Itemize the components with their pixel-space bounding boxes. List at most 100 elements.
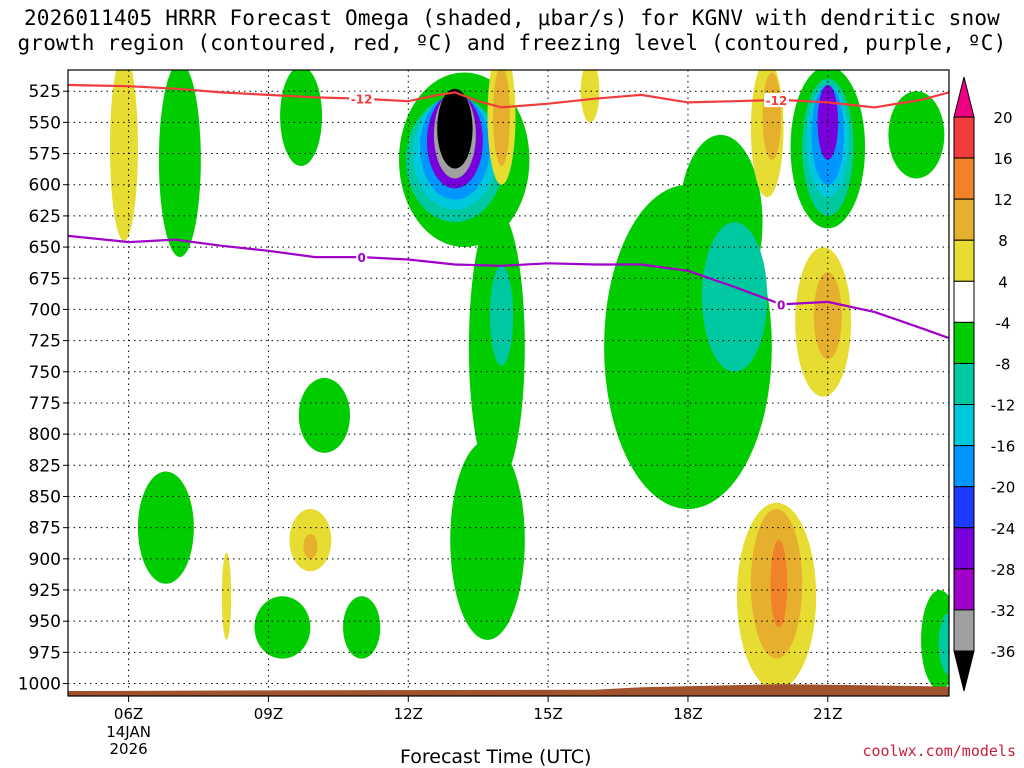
- chart-title-line-2: growth region (contoured, red, ºC) and f…: [17, 31, 1007, 55]
- y-tick-label-550: 550: [29, 113, 61, 133]
- colorbar-swatch-11: [953, 527, 975, 570]
- colorbar-swatch-4: [953, 239, 975, 282]
- y-tick-label-600: 600: [29, 176, 61, 196]
- omega-region-34: [254, 596, 311, 659]
- y-tick-label-525: 525: [29, 82, 61, 102]
- x-tick-label-09Z: 09Z: [254, 705, 283, 723]
- y-tick-label-675: 675: [29, 269, 61, 289]
- omega-region-14: [489, 265, 514, 366]
- colorbar-label-12: -32: [991, 602, 1016, 620]
- temperature-contours: -12 -12 0 0: [68, 83, 949, 340]
- y-tick-label-950: 950: [29, 612, 61, 632]
- omega-region-18: [701, 222, 768, 372]
- y-tick-label-750: 750: [29, 363, 61, 383]
- grid-lines: [68, 70, 949, 696]
- omega-region-15: [450, 440, 525, 640]
- dendritic-contour-label-0: -12: [351, 93, 373, 107]
- colorbar-swatch-7: [953, 362, 975, 406]
- y-tick-label-625: 625: [29, 207, 61, 227]
- freezing-contour-label-bg-1: [775, 297, 787, 312]
- colorbar-label-4: 4: [998, 273, 1008, 291]
- omega-region-32: [303, 533, 318, 559]
- terrain-band: [68, 684, 949, 696]
- plot-frame: [67, 69, 950, 697]
- dendritic-contour-label-bg-0: [349, 91, 375, 106]
- x-tick-label-15Z: 15Z: [533, 705, 562, 723]
- colorbar-label-9: -20: [991, 479, 1016, 497]
- y-axis: 525 550 575 600 625 650 675 700 725 750 775 800 825 8…: [18, 82, 68, 695]
- chart-title-line-1: 2026011405 HRRR Forecast Omega (shaded, …: [23, 6, 1001, 30]
- colorbar-swatch-12: [953, 568, 975, 611]
- colorbar-swatch-6: [953, 321, 975, 364]
- y-tick-label-825: 825: [29, 456, 61, 476]
- dendritic-contour-label-bg-1: [764, 93, 790, 108]
- x-tick-label-06Z: 06Z: [114, 705, 143, 723]
- omega-region-30: [137, 471, 194, 584]
- colorbar-swatch-1: [953, 116, 975, 159]
- colorbar-swatch-3: [953, 198, 975, 241]
- y-tick-label-575: 575: [29, 145, 61, 165]
- y-tick-label-875: 875: [29, 519, 61, 539]
- colorbar-label-6: -8: [996, 355, 1011, 373]
- omega-region-38: [770, 540, 788, 628]
- omega-region-9: [437, 88, 473, 169]
- colorbar-swatch-5: [953, 280, 975, 323]
- dendritic-contour-line: [68, 83, 949, 109]
- freezing-contour-line: [68, 234, 949, 340]
- colorbar-label-10: -24: [991, 520, 1016, 538]
- x-axis-title: Forecast Time (UTC): [400, 746, 592, 768]
- colorbar-label-0: 20: [993, 109, 1012, 127]
- y-tick-label-775: 775: [29, 394, 61, 414]
- terrain-fill: [68, 684, 949, 696]
- x-tick-label-18Z: 18Z: [673, 705, 702, 723]
- freezing-contour-label-1: 0: [777, 298, 785, 312]
- colorbar-label-7: -12: [991, 397, 1016, 415]
- colorbar-label-13: -36: [991, 643, 1016, 661]
- credit-text: coolwx.com/models: [862, 742, 1016, 760]
- colorbar-label-5: -4: [996, 314, 1011, 332]
- freezing-contour-label-bg-0: [356, 250, 368, 265]
- y-tick-label-650: 650: [29, 238, 61, 258]
- y-tick-label-725: 725: [29, 332, 61, 352]
- colorbar-swatch-10: [953, 486, 975, 529]
- colorbar-swatch-8: [953, 404, 975, 447]
- colorbar-bottom-triangle: [953, 650, 975, 692]
- omega-region-40: [938, 612, 949, 675]
- colorbar-swatch-9: [953, 445, 975, 488]
- y-tick-label-1000: 1000: [18, 675, 61, 695]
- y-tick-label-800: 800: [29, 425, 61, 445]
- omega-region-2: [280, 70, 323, 167]
- freezing-contour-label-0: 0: [357, 251, 365, 265]
- dendritic-contour-label-1: -12: [766, 94, 788, 108]
- colorbar-label-3: 8: [998, 232, 1008, 250]
- y-tick-label-850: 850: [29, 487, 61, 507]
- colorbar-top-triangle: [953, 76, 975, 118]
- omega-region-28: [813, 272, 842, 360]
- colorbar-label-11: -28: [991, 561, 1016, 579]
- omega-region-11: [493, 70, 510, 167]
- y-tick-label-700: 700: [29, 300, 61, 320]
- colorbar-swatch-13: [953, 609, 975, 652]
- omega-region-12: [580, 70, 600, 123]
- omega-shading: [109, 70, 949, 690]
- y-tick-label-925: 925: [29, 581, 61, 601]
- x-tick-label-12Z: 12Z: [394, 705, 423, 723]
- y-tick-label-975: 975: [29, 643, 61, 663]
- y-tick-label-900: 900: [29, 550, 61, 570]
- x-date-label: 14JAN: [106, 723, 151, 741]
- colorbar-swatch-2: [953, 157, 975, 200]
- omega-region-0: [109, 70, 138, 241]
- x-tick-label-21Z: 21Z: [813, 705, 842, 723]
- omega-region-33: [221, 552, 232, 640]
- omega-region-29: [298, 378, 351, 453]
- omega-region-35: [343, 596, 381, 659]
- colorbar: 20 16 12 8 4 -4 -8 -12 -16 -20 -24 -28 -32 -36: [953, 76, 1016, 692]
- colorbar-label-2: 12: [993, 191, 1012, 209]
- colorbar-label-1: 16: [993, 150, 1012, 168]
- omega-region-26: [888, 91, 945, 179]
- omega-region-20: [762, 72, 782, 160]
- colorbar-label-8: -16: [991, 438, 1016, 456]
- x-year-label: 2026: [110, 740, 148, 758]
